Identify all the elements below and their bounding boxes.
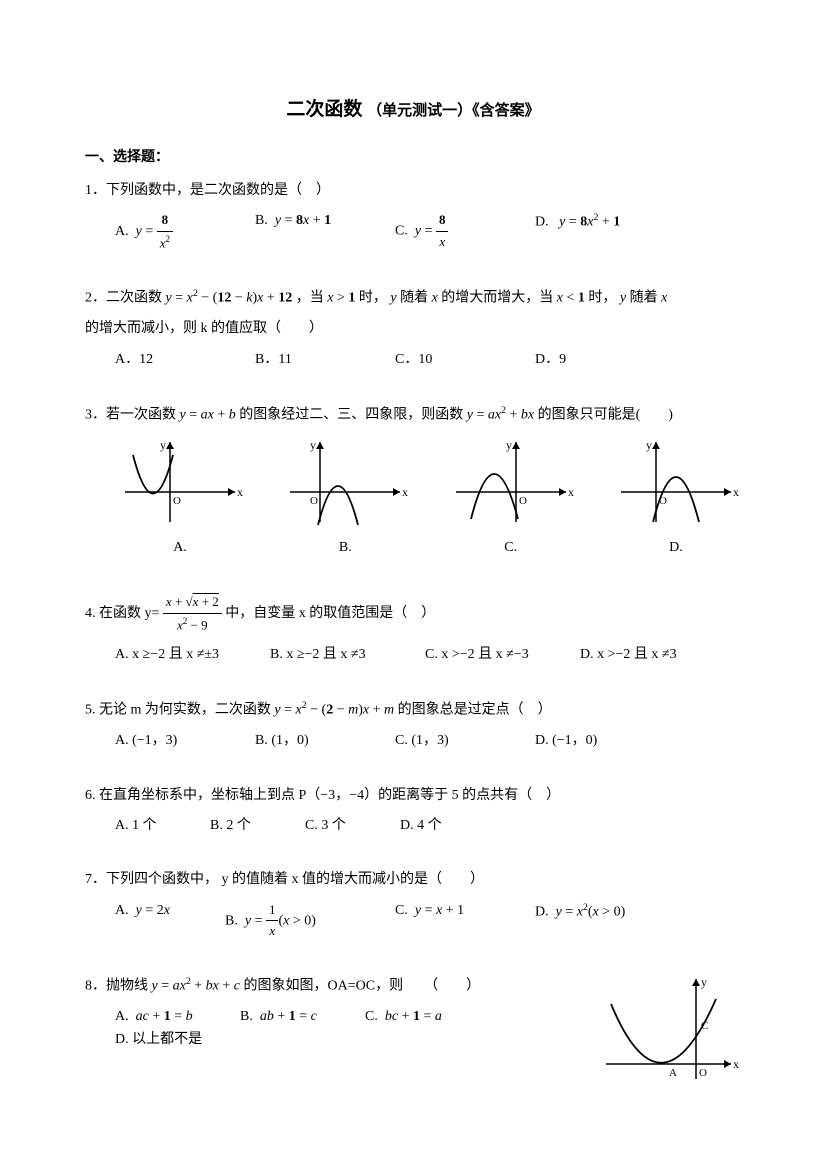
q8-opt-c: C. bc + 1 = a — [365, 1006, 490, 1028]
svg-text:O: O — [519, 495, 527, 507]
q2-line2: 的增大而减小，则 k 的值应取（ ） — [85, 318, 741, 340]
svg-text:O: O — [310, 495, 318, 507]
title-main: 二次函数 — [286, 99, 362, 120]
q3-text: 3．若一次函数 y = ax + b 的图象经过二、三、四象限，则函数 y = … — [85, 403, 741, 427]
q5-opt-c: C. (1，3) — [395, 730, 535, 752]
q7-opt-d: D. y = x2(x > 0) — [535, 900, 675, 943]
q1-opt-b: B. y = 8x + 1 — [255, 210, 395, 254]
q3-graph-a: x y O A. — [115, 437, 245, 560]
q8-text-block: 8．抛物线 y = ax2 + bx + c 的图象如图，OA=OC，则 （ ）… — [85, 974, 591, 1051]
q7-text: 7．下列四个函数中， y 的值随着 x 值的增大而减小的是（ ） — [85, 869, 741, 891]
q2-opt-d: D．9 — [535, 349, 675, 371]
question-4: 4. 在函数 y= x + √x + 2x2 − 9 中，自变量 x 的取值范围… — [85, 592, 741, 666]
q5-opt-a: A. (−1，3) — [115, 730, 255, 752]
q7-options: A. y = 2x B. y = 1x(x > 0) C. y = x + 1 … — [85, 900, 741, 943]
q8-opt-b: B. ab + 1 = c — [240, 1006, 365, 1028]
q2-opt-b: B．11 — [255, 349, 395, 371]
q6-text: 6. 在直角坐标系中，坐标轴上到点 P（−3，−4）的距离等于 5 的点共有（ … — [85, 785, 741, 807]
section-heading: 一、选择题： — [85, 147, 741, 169]
svg-text:x: x — [733, 485, 739, 499]
question-6: 6. 在直角坐标系中，坐标轴上到点 P（−3，−4）的距离等于 5 的点共有（ … — [85, 785, 741, 838]
q1-opt-c: C. y = 8x — [395, 210, 535, 254]
q6-options: A. 1 个 B. 2 个 C. 3 个 D. 4 个 — [85, 815, 741, 837]
q2-opt-a: A．12 — [115, 349, 255, 371]
q5-options: A. (−1，3) B. (1，0) C. (1，3) D. (−1，0) — [85, 730, 741, 752]
q7-opt-c: C. y = x + 1 — [395, 900, 535, 943]
question-3: 3．若一次函数 y = ax + b 的图象经过二、三、四象限，则函数 y = … — [85, 403, 741, 560]
q2-options: A．12 B．11 C．10 D．9 — [85, 349, 741, 371]
title-sub: （单元测试一）《含答案》 — [367, 103, 540, 119]
q2-text: 2．二次函数 y = x2 − (12 − k)x + 12 ，当 x > 1 … — [85, 286, 741, 310]
svg-text:x: x — [237, 485, 243, 499]
question-1: 1．下列函数中，是二次函数的是（ ） A. y = 8x2 B. y = 8x … — [85, 180, 741, 254]
svg-text:x: x — [733, 1057, 739, 1071]
q4-text: 4. 在函数 y= x + √x + 2x2 − 9 中，自变量 x 的取值范围… — [85, 592, 741, 636]
svg-text:y: y — [310, 438, 316, 452]
svg-text:O: O — [699, 1067, 707, 1079]
q1-options: A. y = 8x2 B. y = 8x + 1 C. y = 8x D. y … — [85, 210, 741, 254]
q7-opt-a: A. y = 2x — [115, 900, 225, 943]
q8-text: 8．抛物线 y = ax2 + bx + c 的图象如图，OA=OC，则 （ ） — [85, 974, 591, 998]
question-8: 8．抛物线 y = ax2 + bx + c 的图象如图，OA=OC，则 （ ）… — [85, 974, 741, 1092]
q6-opt-b: B. 2 个 — [210, 815, 305, 837]
q3-label-c: C. — [446, 537, 576, 559]
q3-graph-c: x y O C. — [446, 437, 576, 560]
svg-text:y: y — [646, 438, 652, 452]
q8-opt-a: A. ac + 1 = b — [115, 1006, 240, 1028]
q4-options: A. x ≥−2 且 x ≠±3 B. x ≥−2 且 x ≠3 C. x >−… — [85, 644, 741, 666]
page-title: 二次函数 （单元测试一）《含答案》 — [85, 95, 741, 125]
question-5: 5. 无论 m 为何实数，二次函数 y = x2 − (2 − m)x + m … — [85, 698, 741, 752]
q2-opt-c: C．10 — [395, 349, 535, 371]
svg-text:O: O — [173, 495, 181, 507]
q8-graph: x y O A C — [601, 974, 741, 1092]
q3-graph-d: x y O D. — [611, 437, 741, 560]
q3-label-a: A. — [115, 537, 245, 559]
svg-text:y: y — [701, 975, 707, 989]
q3-label-b: B. — [280, 537, 410, 559]
q5-opt-d: D. (−1，0) — [535, 730, 675, 752]
q8-opt-d: D. 以上都不是 — [115, 1029, 255, 1051]
q6-opt-c: C. 3 个 — [305, 815, 400, 837]
question-2: 2．二次函数 y = x2 − (12 − k)x + 12 ，当 x > 1 … — [85, 286, 741, 371]
question-7: 7．下列四个函数中， y 的值随着 x 值的增大而减小的是（ ） A. y = … — [85, 869, 741, 942]
svg-text:y: y — [506, 438, 512, 452]
q8-options: A. ac + 1 = b B. ab + 1 = c C. bc + 1 = … — [85, 1006, 591, 1051]
q5-opt-b: B. (1，0) — [255, 730, 395, 752]
q6-opt-a: A. 1 个 — [115, 815, 210, 837]
q3-graphs: x y O A. x y O B. — [115, 437, 741, 560]
q4-opt-a: A. x ≥−2 且 x ≠±3 — [115, 644, 270, 666]
q3-label-d: D. — [611, 537, 741, 559]
q4-opt-c: C. x >−2 且 x ≠−3 — [425, 644, 580, 666]
q4-opt-b: B. x ≥−2 且 x ≠3 — [270, 644, 425, 666]
q6-opt-d: D. 4 个 — [400, 815, 495, 837]
q1-text: 1．下列函数中，是二次函数的是（ ） — [85, 180, 741, 202]
svg-text:A: A — [669, 1067, 677, 1079]
svg-text:y: y — [160, 438, 166, 452]
q3-graph-b: x y O B. — [280, 437, 410, 560]
q5-text: 5. 无论 m 为何实数，二次函数 y = x2 − (2 − m)x + m … — [85, 698, 741, 722]
svg-text:x: x — [568, 485, 574, 499]
svg-text:x: x — [402, 485, 408, 499]
q4-opt-d: D. x >−2 且 x ≠3 — [580, 644, 735, 666]
q1-opt-a: A. y = 8x2 — [115, 210, 255, 254]
q1-opt-d: D. y = 8x2 + 1 — [535, 210, 675, 254]
q7-opt-b: B. y = 1x(x > 0) — [225, 900, 395, 943]
